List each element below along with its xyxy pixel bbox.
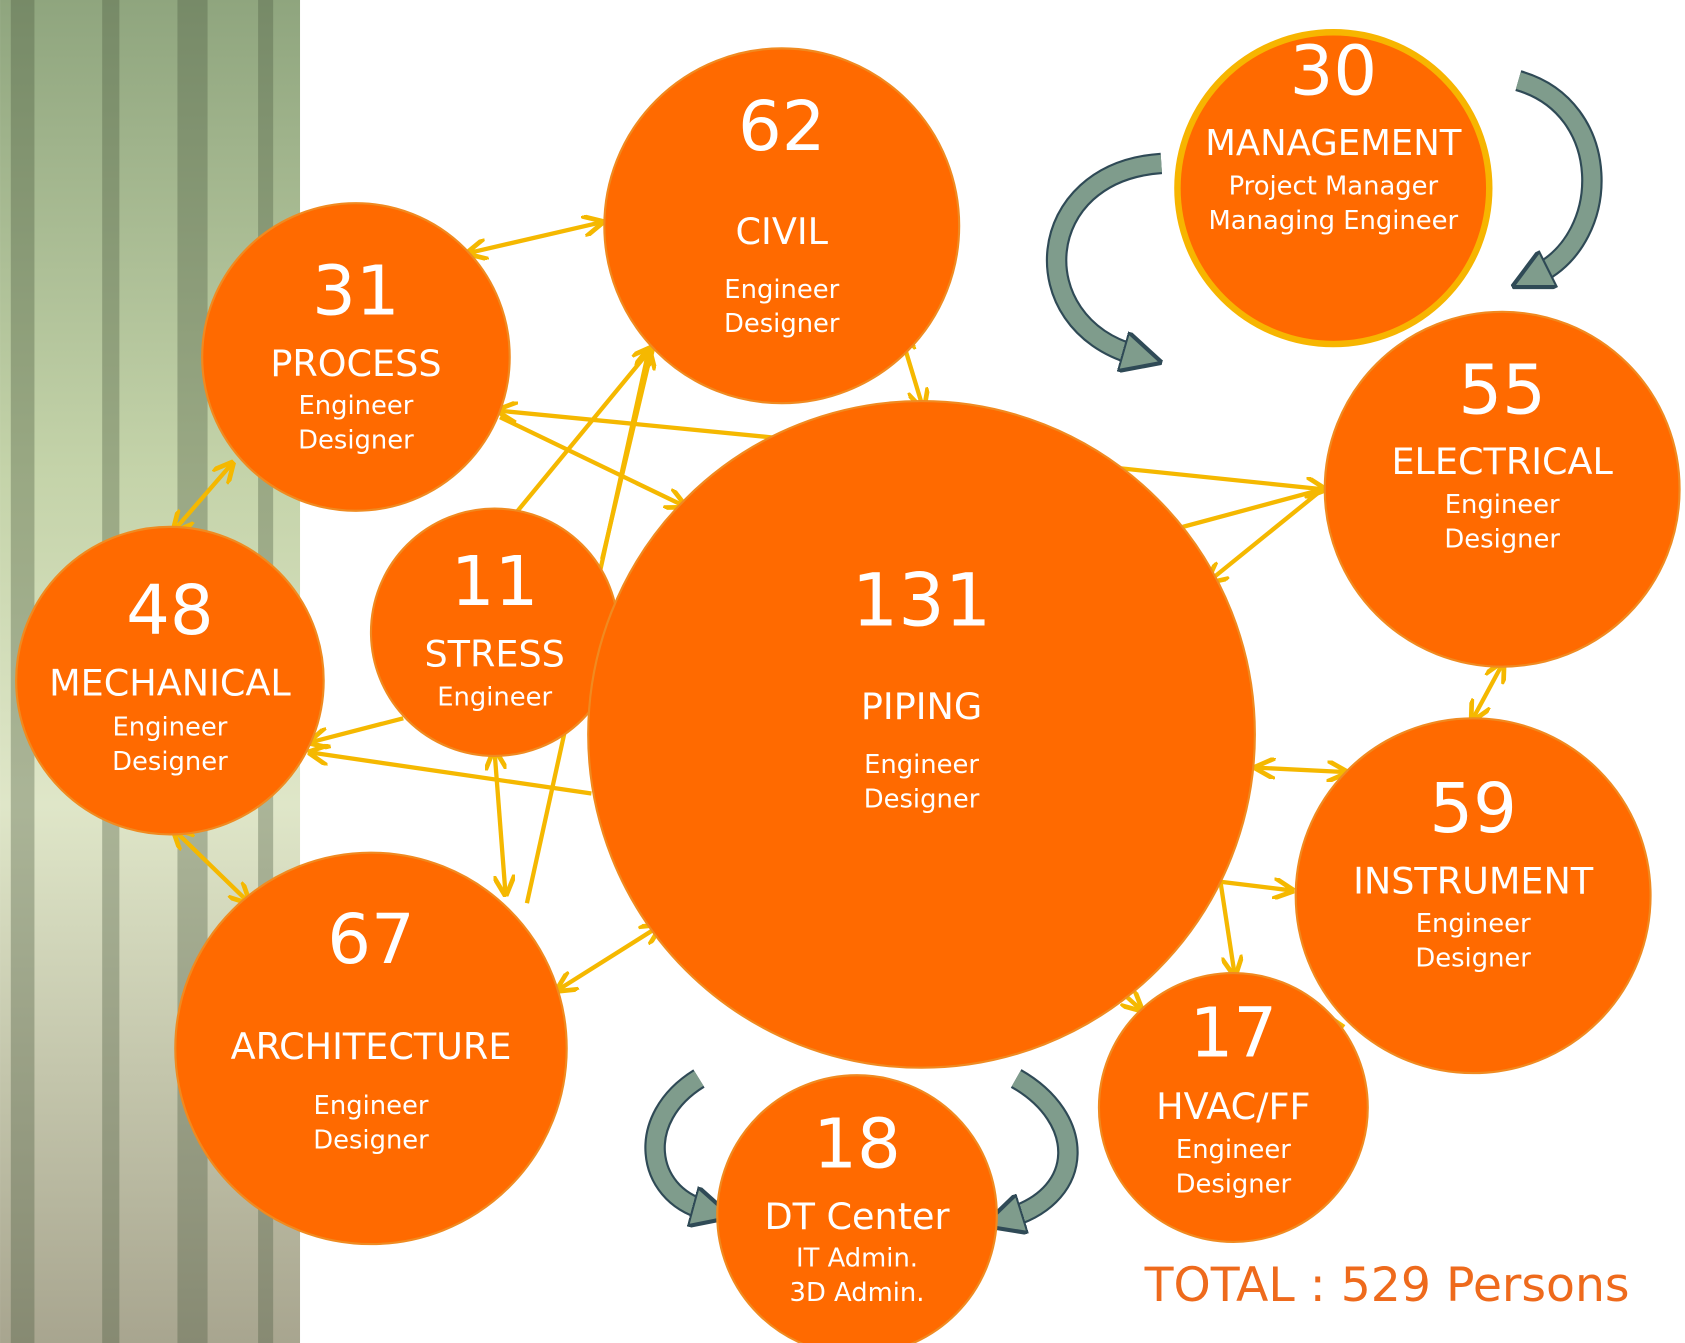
connector-arrow — [500, 411, 786, 441]
connector-arrow — [470, 223, 600, 253]
node-role: IT Admin. — [796, 1244, 918, 1274]
node-role: Designer — [298, 425, 414, 455]
cycle-arrow — [1048, 154, 1162, 354]
node-name: DT Center — [764, 1195, 950, 1238]
node-circle — [201, 202, 511, 512]
node-role: 3D Admin. — [790, 1278, 925, 1308]
connector-arrow — [312, 716, 404, 742]
connector-arrow — [499, 415, 683, 505]
node-role: Engineer — [314, 1091, 429, 1121]
node-role: Designer — [864, 784, 980, 814]
node-role: Engineer — [864, 750, 979, 780]
connector-arrow — [1220, 882, 1290, 891]
node-count: 131 — [852, 558, 992, 643]
connector-arrow — [312, 753, 592, 796]
node-count: 59 — [1429, 769, 1517, 849]
connector-arrow — [1114, 465, 1323, 490]
node: 18 DT Center IT Admin. 3D Admin. — [716, 1074, 998, 1343]
nodes: 62 CIVIL Engineer Designer 30 MANAGEMENT Proje… — [15, 29, 1681, 1343]
cycle-arrows — [644, 70, 1603, 1218]
node: 62 CIVIL Engineer Designer — [603, 47, 961, 405]
node-role: Engineer — [437, 682, 552, 712]
node-circle — [1097, 972, 1369, 1244]
node-circle — [587, 399, 1256, 1069]
node-role: Managing Engineer — [1209, 206, 1459, 236]
connector-arrow — [1210, 487, 1324, 580]
connector-arrow — [1218, 881, 1234, 973]
node-role: Engineer — [1416, 909, 1531, 939]
node-name: MECHANICAL — [49, 661, 291, 704]
connector-arrow — [175, 465, 231, 530]
node-count: 55 — [1458, 351, 1546, 431]
node-name: PIPING — [861, 685, 982, 728]
connector-arrow — [600, 354, 653, 560]
node-name: ELECTRICAL — [1391, 440, 1613, 483]
node-circle — [603, 47, 961, 405]
node-role: Engineer — [112, 712, 227, 742]
cycle-arrow — [1011, 1071, 1077, 1217]
node-circle — [174, 851, 568, 1246]
connector-arrow — [1473, 665, 1502, 719]
node-role: Designer — [1176, 1169, 1292, 1199]
node-name: MANAGEMENT — [1205, 123, 1461, 164]
node-role: Designer — [112, 747, 228, 777]
connector-arrow — [175, 831, 247, 901]
node-name: STRESS — [424, 632, 564, 675]
node: 131 PIPING Engineer Designer — [587, 399, 1256, 1069]
node-role: Engineer — [298, 391, 413, 421]
node-count: 67 — [327, 900, 415, 980]
node-count: 30 — [1290, 31, 1378, 111]
connector-arrow — [1258, 768, 1344, 772]
total: TOTAL : 529 Persons — [1144, 1258, 1630, 1313]
node: 31 PROCESS Engineer Designer — [201, 202, 511, 512]
node-role: Designer — [724, 309, 840, 339]
node: 30 MANAGEMENT Project Manager Managing Engi… — [1174, 29, 1493, 348]
node-role: Designer — [1415, 944, 1531, 974]
node-role: Engineer — [1176, 1135, 1291, 1165]
node-count: 11 — [451, 542, 539, 622]
node-role: Project Manager — [1229, 172, 1439, 202]
node-circle — [15, 525, 325, 836]
node-count: 17 — [1190, 994, 1278, 1074]
connector-arrow — [495, 753, 506, 893]
node: 59 INSTRUMENT Engineer Designer — [1294, 717, 1652, 1075]
connector-arrow — [500, 349, 651, 532]
node: 17 HVAC/FF Engineer Designer — [1097, 972, 1369, 1244]
node-role: Engineer — [724, 275, 839, 305]
node-circle — [1174, 29, 1493, 348]
node: 11 STRESS Engineer — [369, 507, 620, 757]
node-name: HVAC/FF — [1156, 1085, 1310, 1128]
node-circle — [1294, 717, 1652, 1075]
cycle-arrow-outline — [1045, 152, 1163, 366]
cycle-arrow — [1518, 72, 1601, 275]
node-circle — [1323, 310, 1681, 668]
node-role: Designer — [313, 1125, 429, 1155]
node-name: CIVIL — [736, 210, 829, 253]
connector-arrow — [559, 927, 658, 989]
node-name: PROCESS — [270, 342, 441, 385]
node-role: Engineer — [1445, 490, 1560, 520]
node-count: 18 — [813, 1104, 901, 1184]
cycle-arrow — [646, 1071, 704, 1209]
node: 67 ARCHITECTURE Engineer Designer — [174, 851, 568, 1246]
node-circle — [716, 1074, 998, 1343]
connector-arrow — [1182, 487, 1324, 529]
node-count: 48 — [126, 571, 214, 651]
node: 48 MECHANICAL Engineer Designer — [15, 525, 325, 836]
node-role: Designer — [1444, 524, 1560, 554]
node-count: 31 — [312, 252, 400, 332]
node-count: 62 — [738, 87, 826, 167]
node-name: INSTRUMENT — [1353, 859, 1594, 902]
node: 55 ELECTRICAL Engineer Designer — [1323, 310, 1681, 668]
node-name: ARCHITECTURE — [231, 1025, 512, 1068]
